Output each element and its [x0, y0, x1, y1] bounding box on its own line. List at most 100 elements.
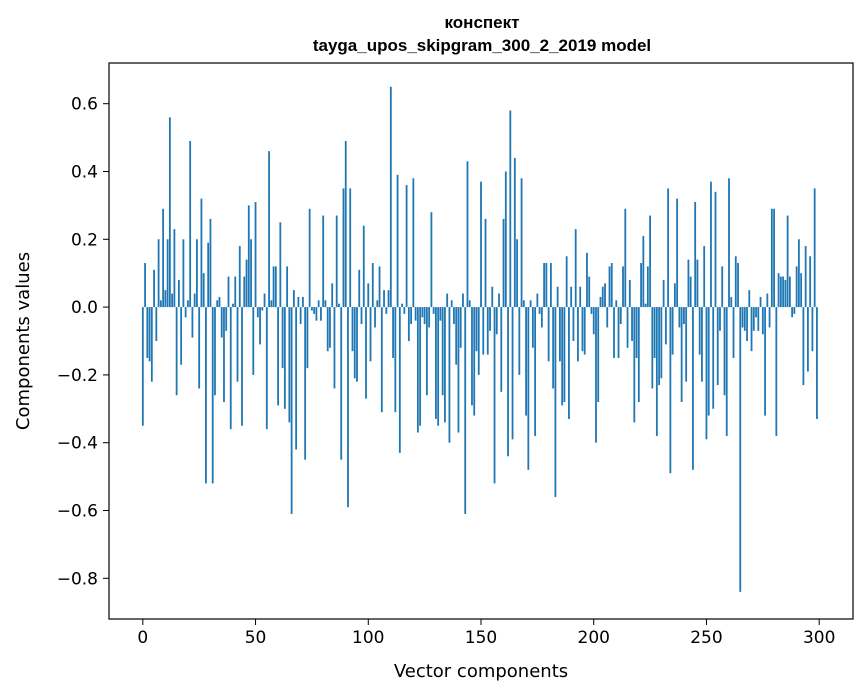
bar: [407, 307, 410, 341]
bar: [493, 307, 496, 484]
bar: [619, 307, 622, 325]
bar: [613, 307, 615, 358]
bar: [365, 307, 367, 399]
bar: [274, 266, 277, 308]
bar: [218, 296, 221, 308]
bar: [752, 307, 755, 331]
bar: [549, 263, 552, 308]
bar: [146, 307, 149, 358]
x-tick-label: 0: [137, 628, 148, 648]
bar: [734, 256, 737, 308]
y-axis: 0.6 0.4 0.2 0.0 −0.2 −0.4 −0.6 −0.8: [57, 95, 109, 589]
bar: [586, 252, 588, 308]
bar: [563, 307, 566, 403]
bar: [777, 273, 780, 308]
bar: [245, 259, 248, 308]
bar: [423, 307, 426, 325]
bar: [320, 307, 322, 321]
bar: [412, 178, 415, 308]
bar: [324, 300, 327, 308]
bar: [238, 246, 241, 308]
bar: [272, 266, 275, 308]
chart-title-line2: tayga_upos_skipgram_300_2_2019 model: [313, 36, 651, 55]
bar: [730, 296, 733, 308]
bar: [646, 266, 649, 308]
bar: [444, 307, 446, 423]
bar: [437, 307, 440, 426]
bar: [225, 307, 228, 331]
bar: [236, 307, 239, 382]
y-tick-label: −0.8: [57, 569, 98, 589]
bar: [516, 239, 518, 308]
bar: [775, 307, 778, 436]
bar: [216, 300, 219, 308]
bar: [800, 273, 803, 308]
bar: [694, 202, 697, 308]
bar: [214, 307, 216, 396]
bar: [473, 307, 476, 416]
bar: [439, 307, 442, 321]
bar: [403, 307, 406, 314]
bar: [811, 307, 814, 352]
bar: [398, 307, 401, 453]
bar: [148, 307, 151, 362]
bar: [295, 307, 298, 450]
bar: [807, 307, 809, 372]
bar: [155, 307, 158, 341]
bar: [265, 307, 268, 430]
bar: [482, 307, 485, 355]
bar: [527, 307, 530, 470]
bar: [162, 208, 165, 308]
bar: [802, 307, 805, 386]
y-tick-label: 0.0: [71, 298, 98, 318]
bar: [207, 242, 210, 308]
bar: [518, 307, 521, 375]
bar: [606, 307, 609, 328]
bar: [489, 307, 491, 331]
bar: [279, 222, 282, 308]
bar: [617, 307, 620, 358]
bar: [764, 307, 766, 416]
bar: [344, 140, 347, 308]
bar: [358, 269, 361, 308]
bar: [234, 276, 237, 308]
bar: [653, 307, 656, 358]
plot-frame: [108, 62, 854, 620]
bar: [301, 296, 304, 308]
bar: [750, 307, 753, 352]
bar: [329, 307, 331, 348]
bar: [716, 307, 719, 386]
bar: [660, 307, 663, 379]
bar: [615, 300, 618, 308]
bar: [401, 303, 403, 308]
bar: [610, 263, 613, 308]
bar: [491, 286, 494, 308]
x-tick-label: 200: [578, 628, 610, 648]
bar: [164, 290, 167, 308]
bar: [768, 307, 771, 328]
bar: [782, 276, 785, 308]
bar: [784, 279, 787, 308]
bar: [689, 276, 692, 308]
bar: [725, 307, 728, 436]
bar: [543, 263, 546, 308]
bar-series: [141, 86, 818, 592]
bar: [804, 246, 807, 308]
bar: [175, 307, 178, 396]
bar: [326, 307, 329, 352]
bar: [669, 307, 672, 474]
bar: [601, 286, 604, 308]
bar: [633, 307, 636, 423]
bar: [644, 303, 647, 308]
bar: [583, 307, 586, 355]
bar: [211, 307, 214, 484]
bar: [191, 307, 194, 338]
bar: [683, 307, 685, 325]
bar: [340, 307, 343, 460]
bar: [441, 307, 444, 396]
bar: [748, 290, 751, 308]
bar: [480, 181, 482, 308]
bar: [714, 191, 717, 308]
bar: [446, 293, 449, 308]
bar: [322, 215, 325, 308]
